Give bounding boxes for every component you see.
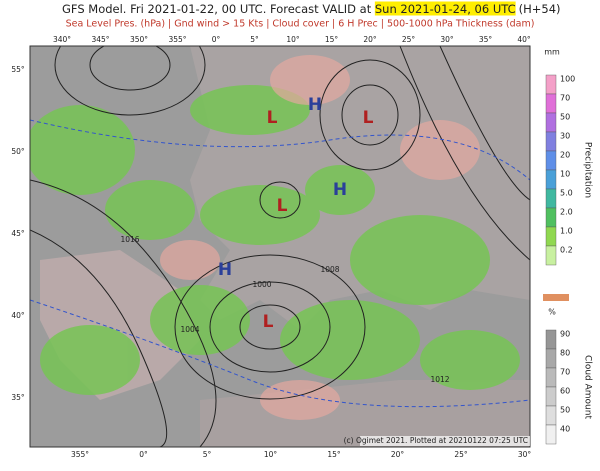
isobar-label: 1016 [120,235,139,244]
pressure-center: H [218,260,232,280]
precip-unit: mm [544,48,560,57]
isobar-label: 1008 [320,265,339,274]
cloud-label: 80 [560,349,570,358]
top-lon-label: 345° [91,35,109,44]
cloud-label: 70 [560,368,570,377]
precip-label: 0.2 [560,246,573,255]
bottom-lon-label: 0° [139,450,148,459]
title-prefix: GFS Model. Fri 2021-01-22, 00 UTC. Forec… [62,2,375,16]
bottom-lon-label: 15° [327,450,341,459]
cloud-label: 50 [560,406,570,415]
cloud-label: 40 [560,425,570,434]
cloud-swatch [545,424,557,445]
cloud-label: 60 [560,387,570,396]
precip-swatch [545,112,557,133]
top-lon-label: 25° [402,35,416,44]
top-lon-label: 350° [130,35,148,44]
isobar-label: 1000 [252,280,271,289]
snow-swatch [543,294,569,301]
top-lon-label: 40° [517,35,531,44]
isobar-label: 1012 [430,375,449,384]
bottom-lon-label: 355° [71,450,89,459]
precip-label: 50 [560,113,570,122]
cloud-title: Cloud Amount [583,355,593,419]
subtitle: Sea Level Pres. (hPa) | Gnd wind > 15 Kt… [66,19,535,30]
top-lon-label: 35° [479,35,493,44]
pressure-center: L [263,312,274,332]
top-lon-label: 20° [363,35,377,44]
precip-label: 1.0 [560,227,573,236]
cloud-swatch [545,405,557,426]
precip-label: 100 [560,75,575,84]
cloud-swatch [545,329,557,350]
precip-swatch [545,169,557,190]
pressure-center: L [363,108,374,128]
cloud-swatch [545,386,557,407]
precip-label: 20 [560,151,570,160]
left-lat-label: 35° [11,393,25,402]
left-lat-label: 45° [11,229,25,238]
left-lat-label: 40° [11,311,25,320]
precip-swatch [545,150,557,171]
precip-label: 5.0 [560,189,573,198]
title: GFS Model. Fri 2021-01-22, 00 UTC. Forec… [62,2,561,16]
credit-bg [360,436,530,446]
bottom-lon-label: 30° [518,450,532,459]
pressure-center: L [267,108,278,128]
cloud-swatch [545,367,557,388]
precip-label: 2.0 [560,208,573,217]
cloud-label: 90 [560,330,570,339]
top-lon-label: 5° [250,35,259,44]
bottom-lon-label: 20° [391,450,405,459]
cloud-swatch [545,348,557,369]
top-lon-label: 340° [53,35,71,44]
precip-swatch [545,188,557,209]
top-lon-label: 0° [212,35,221,44]
precip-label: 30 [560,132,570,141]
top-lon-label: 355° [168,35,186,44]
credit: (c) Ogimet 2021. Plotted at 20210122 07:… [344,436,528,445]
top-lon-label: 30° [440,35,454,44]
precip-label: 10 [560,170,570,179]
bottom-lon-label: 10° [264,450,278,459]
bottom-lon-label: 25° [454,450,468,459]
map [30,46,530,447]
precip-swatch [545,207,557,228]
precip-swatch [545,226,557,247]
pressure-center: H [333,180,347,200]
left-lat-label: 55° [11,65,25,74]
precip-title: Precipitation [583,142,593,198]
left-lat-label: 50° [11,147,25,156]
isobar-label: 1004 [180,325,199,334]
pressure-center: L [277,196,288,216]
lead-time: (H+54) [519,2,561,16]
precip-label: 70 [560,94,570,103]
precip-swatch [545,74,557,95]
pressure-center: H [308,95,322,115]
top-lon-label: 15° [325,35,339,44]
precip-swatch [545,245,557,266]
valid-time-highlight [374,1,516,16]
bottom-lon-label: 5° [203,450,212,459]
valid-time: Sun 2021-01-24, 06 UTC [375,2,516,16]
precip-swatch [545,131,557,152]
cloud-unit: % [548,308,556,317]
top-lon-label: 10° [286,35,300,44]
map-frame [29,45,531,448]
precip-swatch [545,93,557,114]
